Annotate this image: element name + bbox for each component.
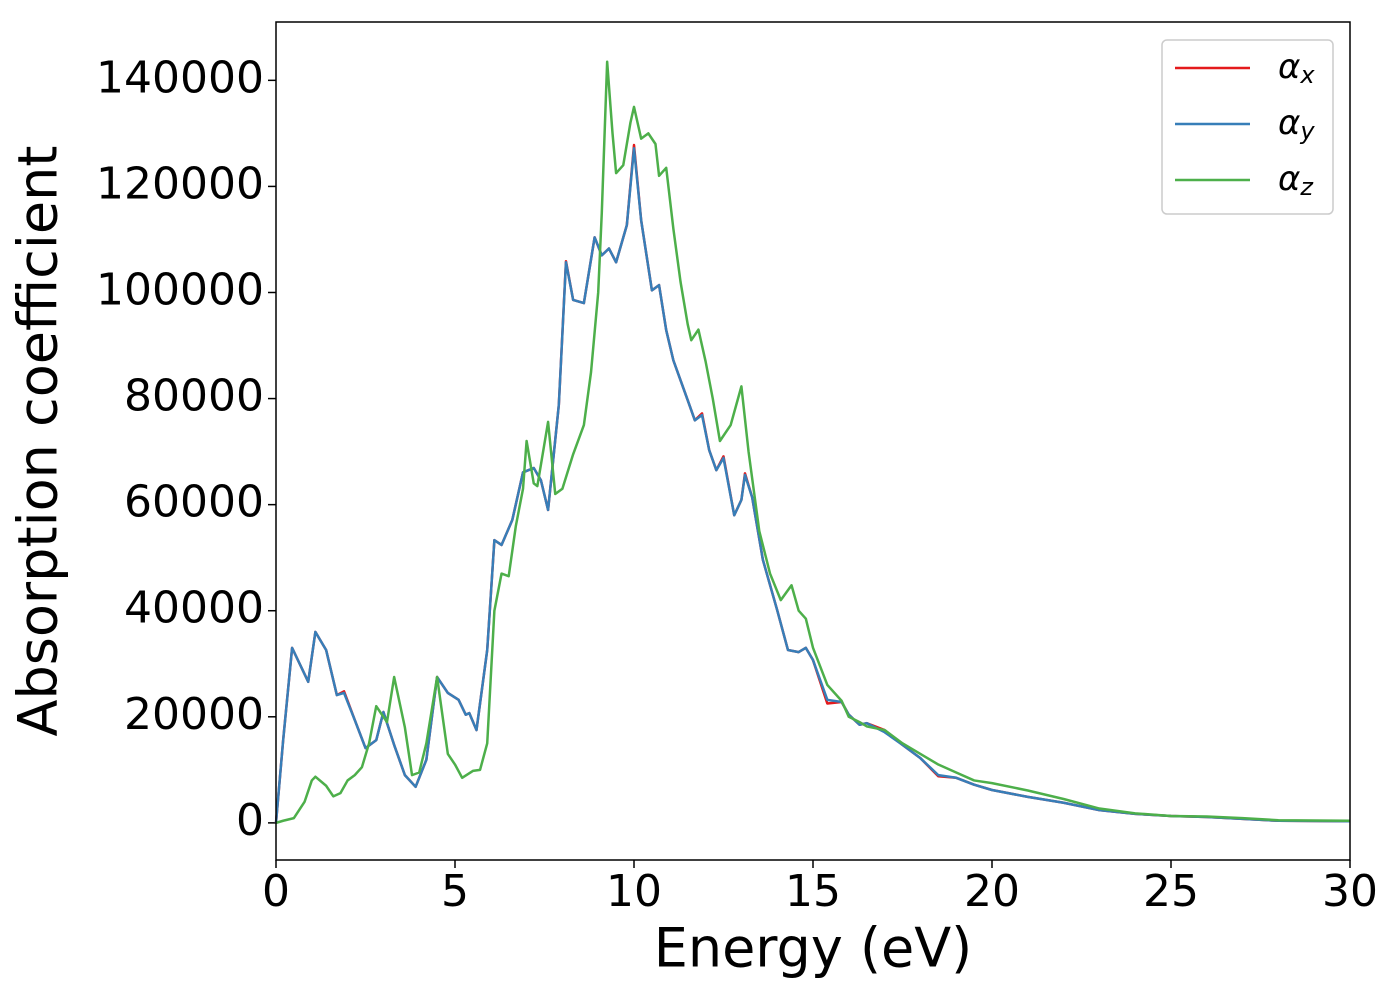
y-tick-label: 60000 [124, 477, 264, 528]
y-tick-label: 140000 [96, 52, 264, 103]
x-tick-label: 0 [262, 866, 290, 917]
plot-frame [275, 21, 1351, 861]
legend-box [1161, 39, 1334, 215]
x-tick-label: 30 [1322, 866, 1378, 917]
y-tick-label: 100000 [96, 264, 264, 315]
x-tick-label: 5 [441, 866, 469, 917]
y-tick-label: 20000 [124, 689, 264, 740]
x-tick-label: 10 [606, 866, 662, 917]
series-line [274, 146, 1351, 823]
x-tick-label: 25 [1143, 866, 1199, 917]
y-tick-label: 120000 [96, 158, 264, 209]
y-tick-label: 0 [236, 795, 264, 846]
x-axis-label: Energy (eV) [654, 917, 973, 980]
legend-label: αz [1278, 159, 1314, 202]
x-tick-label: 20 [964, 866, 1020, 917]
series-line [275, 60, 1351, 825]
x-tick-label: 15 [785, 866, 841, 917]
legend-label: αx [1278, 47, 1315, 90]
y-axis-label: Absorption coefficient [7, 146, 70, 737]
y-tick-label: 80000 [124, 371, 264, 422]
legend-label: αy [1278, 103, 1315, 146]
y-tick-label: 40000 [124, 583, 264, 634]
